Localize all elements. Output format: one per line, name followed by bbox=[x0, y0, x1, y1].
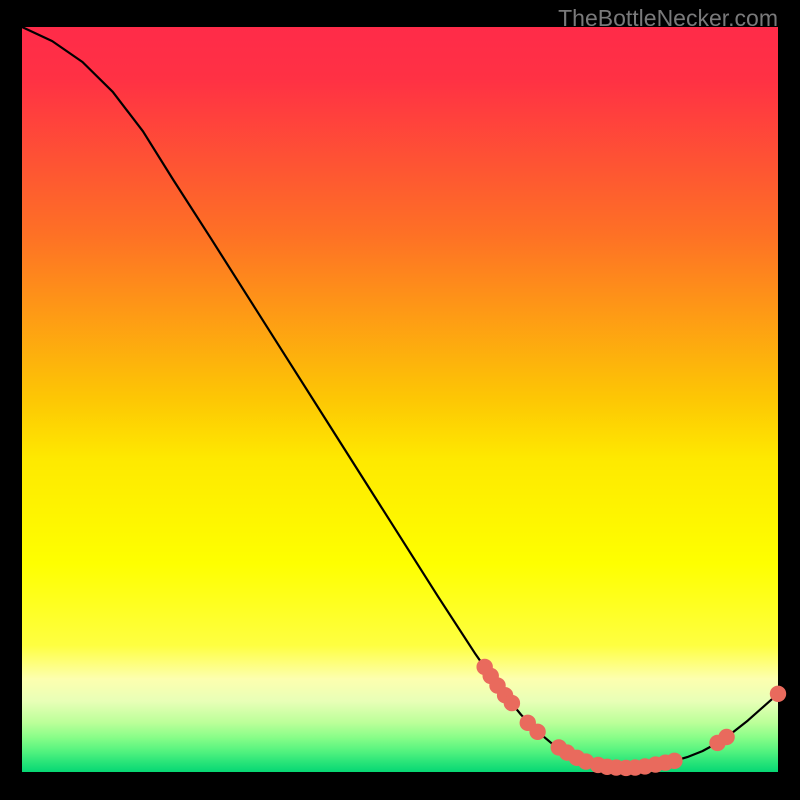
data-marker bbox=[718, 729, 734, 745]
watermark-text: TheBottleNecker.com bbox=[558, 5, 778, 32]
data-marker bbox=[770, 686, 786, 702]
gradient-background bbox=[22, 27, 778, 772]
data-marker bbox=[504, 695, 520, 711]
data-marker bbox=[666, 753, 682, 769]
chart-frame: { "meta": { "width_px": 800, "height_px"… bbox=[0, 0, 800, 800]
bottleneck-curve-chart bbox=[0, 0, 800, 800]
data-marker bbox=[529, 724, 545, 740]
